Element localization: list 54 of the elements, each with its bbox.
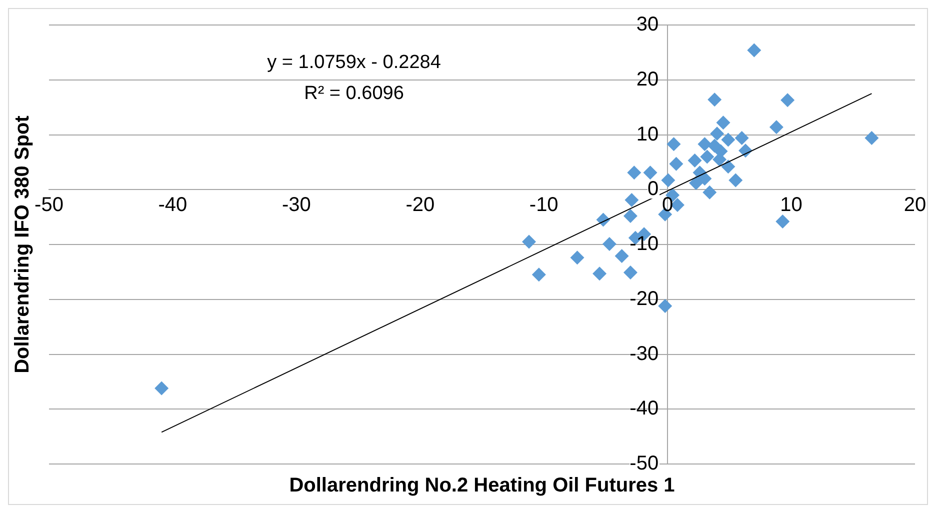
point — [769, 120, 784, 134]
point — [776, 214, 790, 228]
y-tick-label: 10 — [636, 123, 659, 146]
point — [747, 43, 762, 58]
x-tick-label: -40 — [158, 194, 188, 216]
point — [602, 236, 616, 251]
point — [688, 154, 702, 168]
point — [624, 193, 639, 208]
point — [728, 173, 743, 188]
point — [700, 150, 714, 164]
y-tick-label: -30 — [630, 342, 659, 365]
x-tick-label: -30 — [282, 194, 311, 216]
x-axis-title: Dollarendring No.2 Heating Oil Futures 1 — [289, 474, 675, 497]
point — [661, 173, 676, 188]
point — [864, 131, 879, 146]
point — [780, 93, 795, 108]
point — [643, 166, 658, 180]
annotation: y = 1.0759x - 0.2284 — [267, 52, 442, 74]
point — [734, 131, 749, 146]
point — [623, 208, 638, 223]
point — [669, 156, 684, 171]
x-tick-label: 10 — [780, 194, 802, 216]
point — [716, 116, 730, 130]
point — [721, 160, 736, 174]
point — [623, 265, 638, 280]
y-tick-label: -40 — [630, 398, 659, 420]
point — [698, 137, 712, 152]
annotation: R² = 0.6096 — [304, 83, 404, 104]
point — [689, 176, 704, 190]
y-tick-label: 20 — [636, 68, 659, 90]
point — [721, 132, 736, 147]
point — [702, 185, 717, 200]
y-tick-label: -20 — [630, 288, 659, 310]
point — [570, 250, 584, 265]
point — [614, 249, 629, 264]
x-tick-label: 20 — [904, 194, 926, 216]
point — [154, 381, 169, 396]
point — [592, 266, 607, 281]
point — [708, 138, 722, 153]
point — [666, 137, 681, 152]
point — [710, 126, 724, 141]
point — [522, 234, 536, 249]
y-tick-label: -10 — [630, 233, 659, 256]
point — [708, 92, 722, 107]
x-tick-label: -50 — [34, 194, 64, 216]
y-tick-label: -50 — [630, 452, 659, 475]
point — [532, 268, 546, 282]
y-axis-title: Dollarendring IFO 380 Spot — [12, 115, 34, 374]
y-tick-label: 30 — [636, 14, 659, 36]
point — [627, 166, 642, 180]
x-tick-label: -10 — [529, 194, 558, 216]
x-tick-label: -20 — [406, 194, 435, 216]
y-tick-label: 0 — [647, 178, 659, 200]
point — [658, 298, 672, 313]
